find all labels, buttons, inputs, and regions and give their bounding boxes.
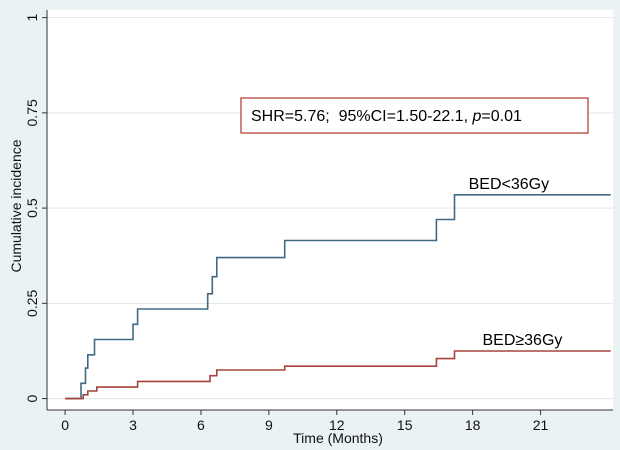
y-tick-label: 1 [24, 14, 40, 22]
x-tick-label: 9 [265, 417, 273, 433]
series-lines [65, 194, 611, 400]
series-label-bed-above-36: BED≥36Gy [482, 332, 562, 349]
y-axis-title: Cumulative incidence [8, 139, 24, 272]
plot-area [47, 10, 613, 410]
series-line-bed-above-36 [65, 350, 611, 400]
annotation-text: SHR=5.76; 95%CI=1.50-22.1, p=0.01 [251, 108, 522, 125]
annotation-border [240, 97, 589, 134]
axes: 0 3 6 9 12 15 18 21 0 0.25 0.5 0.75 1 [24, 10, 613, 433]
x-tick-label: 21 [533, 417, 549, 433]
x-tick-label: 12 [329, 417, 345, 433]
series-label-bed-below-36: BED<36Gy [469, 176, 549, 193]
series-labels: BED<36Gy BED≥36Gy [469, 176, 563, 349]
x-tick-label: 18 [465, 417, 481, 433]
series-line-bed-below-36 [65, 194, 611, 400]
x-tick-label: 6 [197, 417, 205, 433]
y-tick-label: 0.75 [24, 99, 40, 126]
y-tick-label: 0.5 [24, 198, 40, 218]
x-tick-label: 15 [397, 417, 413, 433]
annotation-box: SHR=5.76; 95%CI=1.50-22.1, p=0.01 [240, 97, 589, 134]
x-tick-label: 0 [61, 417, 69, 433]
y-tick-label: 0.25 [24, 289, 40, 316]
y-tick-label: 0 [24, 394, 40, 402]
x-tick-label: 3 [129, 417, 137, 433]
x-axis-title: Time (Months) [293, 430, 383, 446]
